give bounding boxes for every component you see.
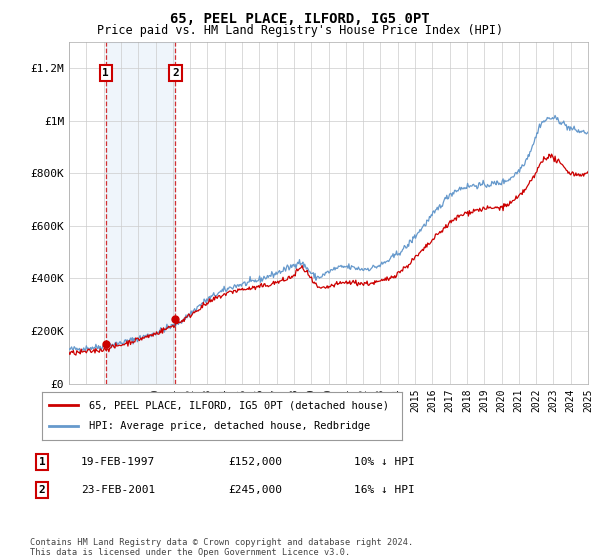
Text: 23-FEB-2001: 23-FEB-2001 xyxy=(81,485,155,495)
Text: Price paid vs. HM Land Registry's House Price Index (HPI): Price paid vs. HM Land Registry's House … xyxy=(97,24,503,36)
Text: 10% ↓ HPI: 10% ↓ HPI xyxy=(354,457,415,467)
Text: 1: 1 xyxy=(38,457,46,467)
Text: £245,000: £245,000 xyxy=(228,485,282,495)
Text: 16% ↓ HPI: 16% ↓ HPI xyxy=(354,485,415,495)
Text: £152,000: £152,000 xyxy=(228,457,282,467)
Text: HPI: Average price, detached house, Redbridge: HPI: Average price, detached house, Redb… xyxy=(89,421,370,431)
Text: 19-FEB-1997: 19-FEB-1997 xyxy=(81,457,155,467)
Text: Contains HM Land Registry data © Crown copyright and database right 2024.
This d: Contains HM Land Registry data © Crown c… xyxy=(30,538,413,557)
Text: 65, PEEL PLACE, ILFORD, IG5 0PT (detached house): 65, PEEL PLACE, ILFORD, IG5 0PT (detache… xyxy=(89,400,389,410)
Text: 1: 1 xyxy=(103,68,109,78)
Bar xyxy=(106,42,175,384)
Text: 65, PEEL PLACE, ILFORD, IG5 0PT: 65, PEEL PLACE, ILFORD, IG5 0PT xyxy=(170,12,430,26)
Text: 2: 2 xyxy=(172,68,179,78)
Text: 2: 2 xyxy=(38,485,46,495)
